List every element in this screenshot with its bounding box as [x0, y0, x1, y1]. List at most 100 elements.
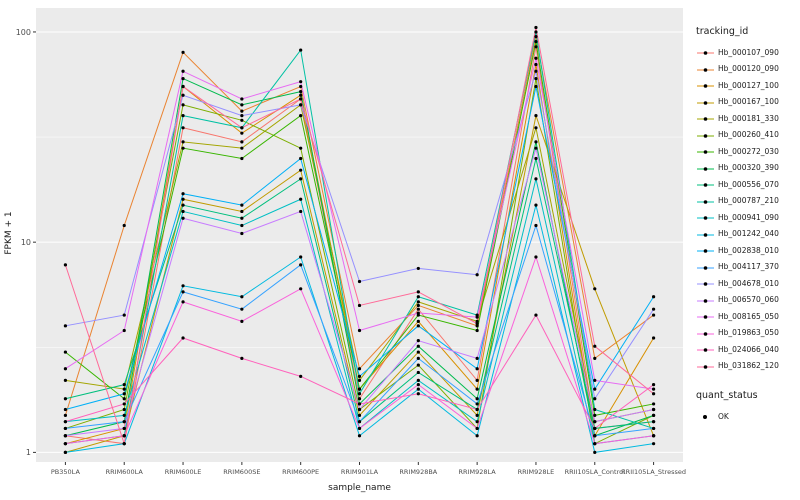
- data-point: [416, 266, 420, 271]
- legend-item: Hb_000556_070: [696, 176, 800, 193]
- data-point: [240, 319, 244, 323]
- x-tick-label: RRIM600SE: [223, 468, 260, 476]
- data-point: [181, 216, 185, 220]
- data-point: [593, 387, 597, 391]
- data-point: [357, 279, 362, 284]
- data-point: [299, 97, 303, 101]
- data-point: [299, 84, 303, 89]
- data-point: [651, 426, 656, 431]
- data-point: [357, 402, 362, 406]
- data-point: [63, 426, 68, 431]
- data-point: [534, 313, 538, 317]
- data-point: [299, 374, 303, 378]
- data-point: [651, 387, 656, 391]
- series-key-icon: [696, 111, 715, 125]
- legend-item-label: Hb_000260_410: [718, 130, 779, 140]
- data-point: [475, 321, 479, 326]
- legend-item-label: Hb_002838_010: [718, 245, 779, 255]
- data-point: [651, 407, 656, 412]
- data-point: [416, 383, 420, 387]
- data-point: [416, 311, 420, 315]
- data-point: [63, 442, 68, 446]
- data-point: [534, 140, 538, 144]
- data-point: [534, 62, 538, 67]
- series-key-icon: [696, 161, 715, 175]
- series-key-icon: [696, 227, 715, 241]
- data-point: [357, 392, 362, 396]
- data-point: [63, 350, 68, 354]
- data-point: [181, 126, 185, 130]
- data-point: [593, 450, 597, 454]
- legend-item-label: Hb_008165_050: [718, 311, 779, 321]
- data-point: [299, 197, 303, 201]
- data-point: [475, 378, 479, 382]
- legend-item-label: Hb_024066_040: [718, 344, 779, 354]
- data-point: [416, 378, 420, 382]
- legend-item: Hb_000941_090: [696, 209, 800, 226]
- data-point: [593, 434, 597, 438]
- legend-item: Hb_004117_370: [696, 259, 800, 276]
- data-point: [299, 168, 303, 172]
- data-point: [181, 146, 185, 150]
- data-point: [534, 69, 538, 73]
- legend-title-tracking-id: tracking_id: [696, 26, 749, 37]
- data-point: [122, 407, 126, 412]
- legend-item: Hb_000167_100: [696, 94, 800, 111]
- data-point: [240, 223, 244, 228]
- data-point: [181, 76, 185, 81]
- legend-item-label: Hb_001242_040: [718, 229, 779, 239]
- x-axis-label: sample_name: [328, 483, 391, 493]
- series-key-icon: [696, 45, 715, 59]
- data-point: [593, 407, 597, 412]
- series-key-icon: [696, 210, 715, 224]
- data-point: [63, 367, 68, 371]
- data-point: [63, 407, 68, 412]
- data-point: [122, 383, 126, 387]
- data-point: [593, 420, 597, 424]
- data-point: [240, 126, 244, 130]
- x-tick-label: RRII105LA_Control: [565, 468, 625, 476]
- data-point: [416, 350, 420, 354]
- data-point: [299, 263, 303, 267]
- series-key-icon: [696, 95, 715, 109]
- data-point: [416, 392, 420, 396]
- data-point: [299, 287, 303, 291]
- x-tick-label: RRIM901LA: [341, 468, 379, 476]
- data-point: [299, 156, 303, 161]
- data-point: [357, 426, 362, 431]
- data-point: [534, 203, 538, 207]
- data-point: [299, 90, 303, 94]
- legend-item: Hb_000107_090: [696, 44, 800, 61]
- data-point: [122, 434, 126, 438]
- data-point: [416, 344, 420, 348]
- data-point: [181, 300, 185, 304]
- data-point: [416, 300, 420, 304]
- data-point: [357, 407, 362, 412]
- data-point: [534, 177, 538, 181]
- data-point: [534, 156, 538, 161]
- data-point: [240, 97, 244, 101]
- data-point: [475, 434, 479, 438]
- legend-item: Hb_006570_060: [696, 292, 800, 309]
- data-point: [122, 392, 126, 396]
- data-point: [357, 387, 362, 391]
- data-point: [651, 313, 656, 317]
- data-point: [63, 413, 68, 417]
- data-point: [357, 378, 362, 382]
- data-point: [181, 140, 185, 144]
- x-tick-label: RRIM928BA: [399, 468, 437, 476]
- data-point: [357, 397, 362, 401]
- series-key-icon: [696, 326, 715, 340]
- data-point: [475, 324, 479, 328]
- data-point: [240, 295, 244, 299]
- legend-item-label: Hb_000120_090: [718, 64, 779, 74]
- data-point: [651, 413, 656, 417]
- data-point: [475, 387, 479, 391]
- data-point: [475, 426, 479, 431]
- data-point: [534, 25, 538, 30]
- data-point: [593, 413, 597, 417]
- legend-item-label: Hb_006570_060: [718, 295, 779, 305]
- data-point: [122, 223, 126, 228]
- legend-item: Hb_031862_120: [696, 358, 800, 375]
- y-tick-label: 1: [26, 448, 31, 457]
